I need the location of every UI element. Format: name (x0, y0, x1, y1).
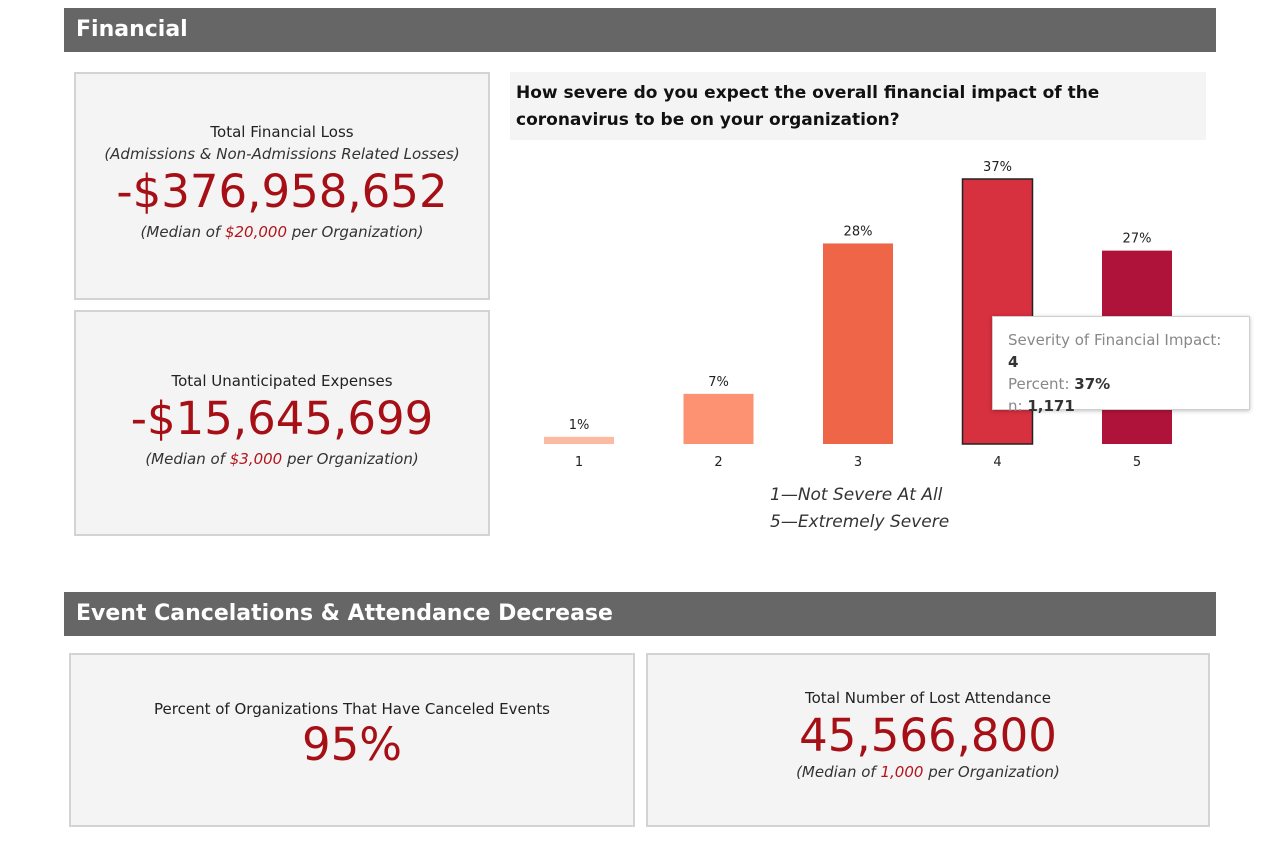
unanticipated-median-value: $3,000 (229, 450, 283, 468)
canceled-title: Percent of Organizations That Have Cance… (154, 700, 550, 718)
unanticipated-value: -$15,645,699 (130, 392, 434, 445)
financial-section-header: Financial (64, 8, 1216, 52)
legend-note-2: 5—Extremely Severe (770, 512, 950, 532)
canceled-value: 95% (301, 718, 403, 771)
tooltip-percent-value: 37% (1074, 375, 1111, 393)
attendance-value: 45,566,800 (799, 709, 1057, 762)
total-loss-median-prefix: (Median of (140, 223, 225, 241)
x-tick-3: 3 (854, 455, 862, 470)
financial-section-title: Financial (76, 17, 188, 42)
tooltip-severity-label: Severity of Financial Impact: (1008, 331, 1222, 349)
bar-label-5: 27% (1123, 232, 1152, 247)
total-financial-loss-card: Total Financial Loss (Admissions & Non-A… (74, 72, 490, 300)
total-loss-subtitle: (Admissions & Non-Admissions Related Los… (104, 145, 460, 163)
events-section-header: Event Cancelations & Attendance Decrease (64, 592, 1216, 636)
tooltip-n: n: 1,171 (1008, 395, 1234, 417)
unanticipated-median-prefix: (Median of (145, 450, 230, 468)
attendance-median: (Median of 1,000 per Organization) (648, 763, 1208, 781)
bar-tooltip: Severity of Financial Impact: 4 Percent:… (992, 316, 1250, 415)
bar-label-1: 1% (569, 418, 590, 433)
bar-label-2: 7% (708, 375, 729, 390)
attendance-median-prefix: (Median of (796, 763, 881, 781)
legend-note-1: 1—Not Severe At All (770, 485, 943, 505)
tooltip-n-value: 1,171 (1027, 397, 1075, 415)
x-tick-5: 5 (1133, 455, 1141, 470)
x-tick-2: 2 (714, 455, 722, 470)
tooltip-severity: Severity of Financial Impact: 4 (1008, 329, 1234, 373)
tooltip-severity-value: 4 (1008, 353, 1019, 371)
tooltip-percent: Percent: 37% (1008, 373, 1234, 395)
canceled-events-card: Percent of Organizations That Have Cance… (69, 653, 635, 827)
attendance-median-value: 1,000 (880, 763, 924, 781)
total-loss-title: Total Financial Loss (210, 123, 354, 141)
bar-2[interactable] (683, 393, 754, 444)
events-section-title: Event Cancelations & Attendance Decrease (76, 601, 613, 626)
unanticipated-title: Total Unanticipated Expenses (171, 372, 393, 390)
total-loss-median-value: $20,000 (224, 223, 287, 241)
x-tick-1: 1 (575, 455, 583, 470)
chart-question: How severe do you expect the overall fin… (510, 72, 1206, 140)
total-loss-value: -$376,958,652 (116, 165, 448, 218)
unanticipated-median: (Median of $3,000 per Organization) (76, 450, 488, 468)
tooltip-n-label: n: (1008, 397, 1028, 415)
total-loss-median: (Median of $20,000 per Organization) (76, 223, 488, 241)
lost-attendance-card: Total Number of Lost Attendance 45,566,8… (646, 653, 1210, 827)
unanticipated-median-suffix: per Organization) (282, 450, 419, 468)
severity-bar-chart: 1% 1 7% 2 28% 3 37% 4 27% 5 (544, 160, 1172, 470)
bar-3[interactable] (823, 243, 893, 444)
total-loss-median-suffix: per Organization) (286, 223, 424, 241)
x-tick-4: 4 (993, 455, 1001, 470)
tooltip-percent-label: Percent: (1008, 375, 1075, 393)
bar-label-3: 28% (844, 224, 873, 239)
attendance-title: Total Number of Lost Attendance (805, 689, 1051, 707)
bar-label-4: 37% (983, 160, 1012, 175)
bar-1[interactable] (544, 436, 614, 444)
unanticipated-expenses-card: Total Unanticipated Expenses -$15,645,69… (74, 310, 490, 536)
attendance-median-suffix: per Organization) (923, 763, 1060, 781)
